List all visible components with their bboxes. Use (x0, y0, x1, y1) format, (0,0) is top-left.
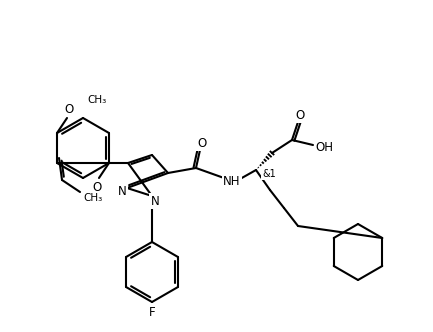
Text: F: F (149, 305, 155, 318)
Text: NH: NH (223, 175, 241, 188)
Text: O: O (65, 103, 74, 116)
Text: N: N (151, 195, 159, 208)
Text: O: O (197, 136, 207, 149)
Text: CH₃: CH₃ (84, 193, 103, 203)
Text: OH: OH (315, 140, 333, 153)
Text: N: N (118, 185, 126, 198)
Text: O: O (295, 109, 305, 122)
Text: CH₃: CH₃ (87, 95, 106, 105)
Text: O: O (92, 181, 102, 194)
Text: &1: &1 (262, 169, 276, 179)
